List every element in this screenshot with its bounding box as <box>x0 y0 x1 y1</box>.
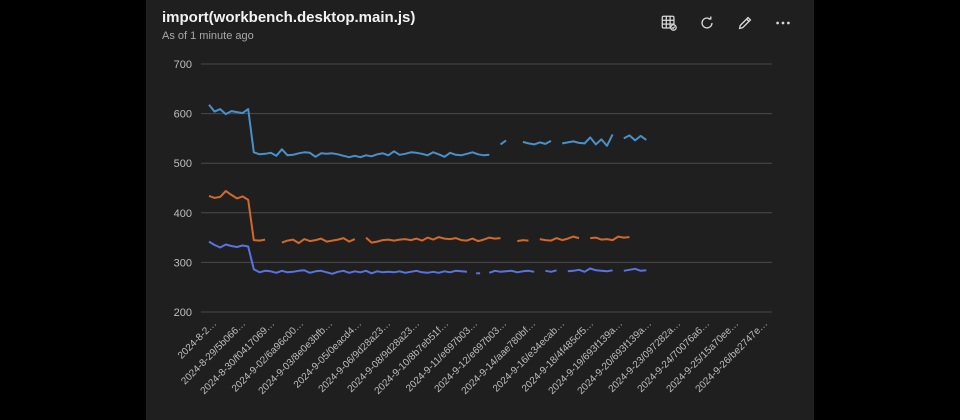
more-options-button[interactable] <box>772 12 794 34</box>
y-tick-label: 200 <box>174 307 192 319</box>
series-1-line <box>562 133 614 147</box>
chart-toolbar <box>658 12 794 34</box>
line-chart: 2003004005006007002024-8-2…2024-8-29/5b0… <box>174 59 772 397</box>
chart-title: import(workbench.desktop.main.js) <box>162 9 416 26</box>
series-2-line <box>539 235 580 242</box>
more-icon <box>776 21 790 25</box>
y-tick-label: 300 <box>174 257 192 269</box>
series-1-line <box>208 104 490 159</box>
series-2-line <box>208 190 266 242</box>
y-tick-label: 700 <box>174 59 192 71</box>
series-1-line <box>522 140 552 146</box>
table-view-icon <box>661 15 677 31</box>
y-tick-label: 400 <box>174 208 192 220</box>
refresh-button[interactable] <box>696 12 718 34</box>
series-3-line <box>545 269 557 273</box>
chart-card: import(workbench.desktop.main.js) As of … <box>146 0 814 420</box>
chart-subtitle: As of 1 minute ago <box>162 30 254 42</box>
edit-button[interactable] <box>734 12 756 34</box>
series-2-line <box>590 235 630 242</box>
series-3-line <box>623 267 647 272</box>
series-3-line <box>567 267 613 273</box>
refresh-icon <box>701 16 713 29</box>
edit-icon <box>738 16 752 30</box>
series-2-line <box>517 239 529 243</box>
series-3-line <box>208 240 467 275</box>
series-2-line <box>365 236 501 244</box>
series-2-line <box>281 237 356 245</box>
table-view-button[interactable] <box>658 12 680 34</box>
y-tick-label: 500 <box>174 158 192 170</box>
series-3-line <box>488 269 535 274</box>
series-1-line <box>623 134 647 142</box>
y-tick-label: 600 <box>174 109 192 121</box>
series-1-line <box>499 139 507 146</box>
